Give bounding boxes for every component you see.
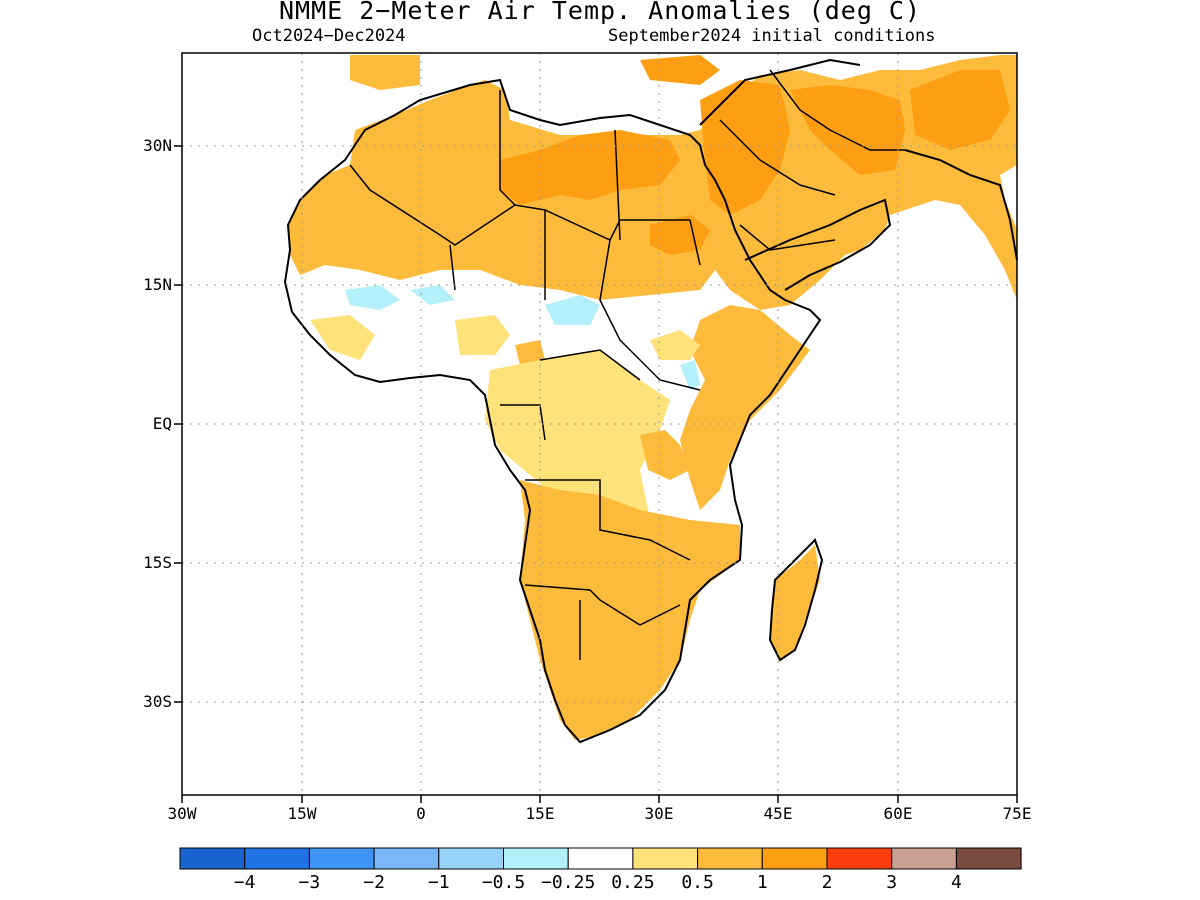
initial-conditions: September2024 initial conditions xyxy=(608,26,936,46)
lon-label-0: 0 xyxy=(416,804,426,823)
colorbar-swatch xyxy=(503,847,569,870)
colorbar-label: −1 xyxy=(427,872,450,893)
colorbar-label: −0.5 xyxy=(481,872,526,893)
colorbar-swatch xyxy=(891,847,957,870)
colorbar-swatch xyxy=(244,847,310,870)
colorbar-label: 3 xyxy=(886,872,898,893)
lat-label-15s: 15S xyxy=(143,553,172,572)
colorbar-swatch xyxy=(632,847,699,870)
lat-label-30n: 30N xyxy=(143,136,172,155)
lon-label-45e: 45E xyxy=(763,804,793,823)
colorbar-swatch xyxy=(438,847,504,870)
anomaly-shading xyxy=(288,55,1017,740)
colorbar-swatch xyxy=(308,847,375,870)
colorbar-label: −2 xyxy=(363,872,385,893)
colorbar-label: −4 xyxy=(233,872,256,893)
coastlines xyxy=(283,58,1018,744)
colorbar-swatch xyxy=(955,847,1022,870)
lat-label-eq: EQ xyxy=(152,414,172,433)
colorbar-label: −3 xyxy=(298,872,321,893)
colorbar-swatch xyxy=(179,847,246,870)
colorbar-label: 1 xyxy=(756,872,768,893)
gridlines xyxy=(182,53,1017,795)
country-borders xyxy=(349,69,905,660)
lon-label-75e: 75E xyxy=(1002,804,1032,823)
lon-label-30w: 30W xyxy=(167,804,197,823)
colorbar-swatch xyxy=(373,847,440,870)
colorbar-label: 2 xyxy=(821,872,833,893)
colorbar-label: −0.25 xyxy=(541,872,596,893)
lon-label-15e: 15E xyxy=(525,804,555,823)
colorbar xyxy=(179,847,1022,870)
colorbar-swatch xyxy=(567,847,634,870)
lon-label-30e: 30E xyxy=(644,804,674,823)
colorbar-swatch xyxy=(697,847,763,870)
colorbar-swatch xyxy=(826,847,893,870)
axis-ticks xyxy=(174,145,1018,803)
colorbar-label: 0.25 xyxy=(611,872,655,893)
forecast-period: Oct2024−Dec2024 xyxy=(252,26,406,46)
colorbar-swatch xyxy=(761,847,828,870)
lat-label-30s: 30S xyxy=(143,692,172,711)
lon-label-15w: 15W xyxy=(287,804,317,823)
colorbar-label: 0.5 xyxy=(681,872,714,893)
lat-label-15n: 15N xyxy=(143,275,172,294)
lon-label-60e: 60E xyxy=(883,804,913,823)
colorbar-label: 4 xyxy=(950,872,962,893)
map-title: NMME 2−Meter Air Temp. Anomalies (deg C) xyxy=(278,0,922,25)
